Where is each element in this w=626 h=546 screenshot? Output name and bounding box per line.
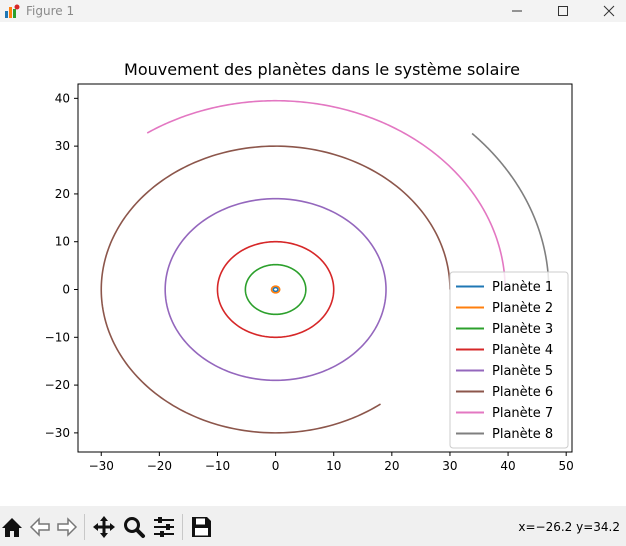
y-axis: −30 −20 −10 0 10 20 30 40 <box>45 91 78 440</box>
x-tick-label: 30 <box>442 459 457 473</box>
pan-button[interactable] <box>92 515 116 539</box>
toolbar-separator <box>182 514 183 540</box>
orbit-line-3 <box>244 263 307 316</box>
x-tick-label: −10 <box>205 459 230 473</box>
x-tick-label: 10 <box>326 459 341 473</box>
y-tick-label: 40 <box>55 91 70 105</box>
legend: Planète 1 Planète 2 Planète 3 Planète 4 Plan… <box>449 271 569 449</box>
zoom-button[interactable] <box>122 515 146 539</box>
legend-box <box>449 271 569 449</box>
x-tick-label: 20 <box>384 459 399 473</box>
forward-button[interactable] <box>55 515 79 539</box>
legend-label-1: Planète 1 <box>492 280 553 295</box>
minimize-button[interactable] <box>494 0 540 22</box>
toolbar-separator <box>84 514 85 540</box>
window-title: Figure 1 <box>26 4 75 18</box>
axes-frame <box>77 83 573 453</box>
zoom-icon <box>124 517 145 538</box>
y-tick-label: −30 <box>45 426 70 440</box>
legend-label-3: Planète 3 <box>492 322 553 337</box>
y-tick-label: 20 <box>55 187 70 201</box>
maximize-icon <box>558 6 568 16</box>
forward-arrow-icon <box>57 517 78 537</box>
back-button[interactable] <box>28 515 52 539</box>
chart-title: Mouvement des planètes dans le système s… <box>124 60 520 79</box>
legend-label-5: Planète 5 <box>492 364 553 379</box>
legend-label-4: Planète 4 <box>492 343 553 358</box>
cursor-coordinates: x=−26.2 y=34.2 <box>518 520 620 534</box>
orbit-line-6 <box>100 145 451 434</box>
orbit-line-1 <box>272 286 279 293</box>
maximize-button[interactable] <box>540 0 586 22</box>
configure-subplots-button[interactable] <box>152 515 176 539</box>
orbit-line-2 <box>270 285 281 294</box>
x-tick-label: 40 <box>500 459 515 473</box>
chart-svg: Mouvement des planètes dans le système s… <box>45 60 574 473</box>
orbit-line-7 <box>146 99 506 290</box>
legend-label-7: Planète 7 <box>492 406 553 421</box>
pan-icon <box>93 516 115 538</box>
save-button[interactable] <box>189 515 213 539</box>
y-tick-label: −20 <box>45 378 70 392</box>
home-icon <box>2 518 22 537</box>
legend-label-8: Planète 8 <box>492 427 553 442</box>
y-tick-label: 0 <box>62 283 70 297</box>
series-layer <box>100 99 550 434</box>
orbit-line-5 <box>164 197 387 382</box>
x-axis: −30 −20 −10 0 10 20 30 40 50 <box>89 452 574 473</box>
home-button[interactable] <box>0 515 24 539</box>
x-tick-label: −30 <box>89 459 114 473</box>
orbit-line-4 <box>216 240 335 339</box>
legend-label-6: Planète 6 <box>492 385 553 400</box>
x-tick-label: 50 <box>559 459 574 473</box>
figure-canvas[interactable]: Mouvement des planètes dans le système s… <box>0 22 626 506</box>
x-tick-label: −20 <box>147 459 172 473</box>
y-tick-label: 10 <box>55 235 70 249</box>
toolbar: x=−26.2 y=34.2 <box>0 506 626 546</box>
back-arrow-icon <box>29 517 50 537</box>
close-icon <box>603 5 615 17</box>
y-tick-label: 30 <box>55 139 70 153</box>
close-button[interactable] <box>586 0 626 22</box>
minimize-icon <box>512 10 522 12</box>
y-tick-label: −10 <box>45 330 70 344</box>
x-tick-label: 0 <box>272 459 280 473</box>
save-icon <box>192 517 211 537</box>
figure-app-icon <box>5 4 20 18</box>
window-titlebar: Figure 1 <box>0 0 626 22</box>
legend-label-2: Planète 2 <box>492 301 553 316</box>
orbit-line-8 <box>471 132 550 290</box>
configure-subplots-icon <box>154 517 174 537</box>
